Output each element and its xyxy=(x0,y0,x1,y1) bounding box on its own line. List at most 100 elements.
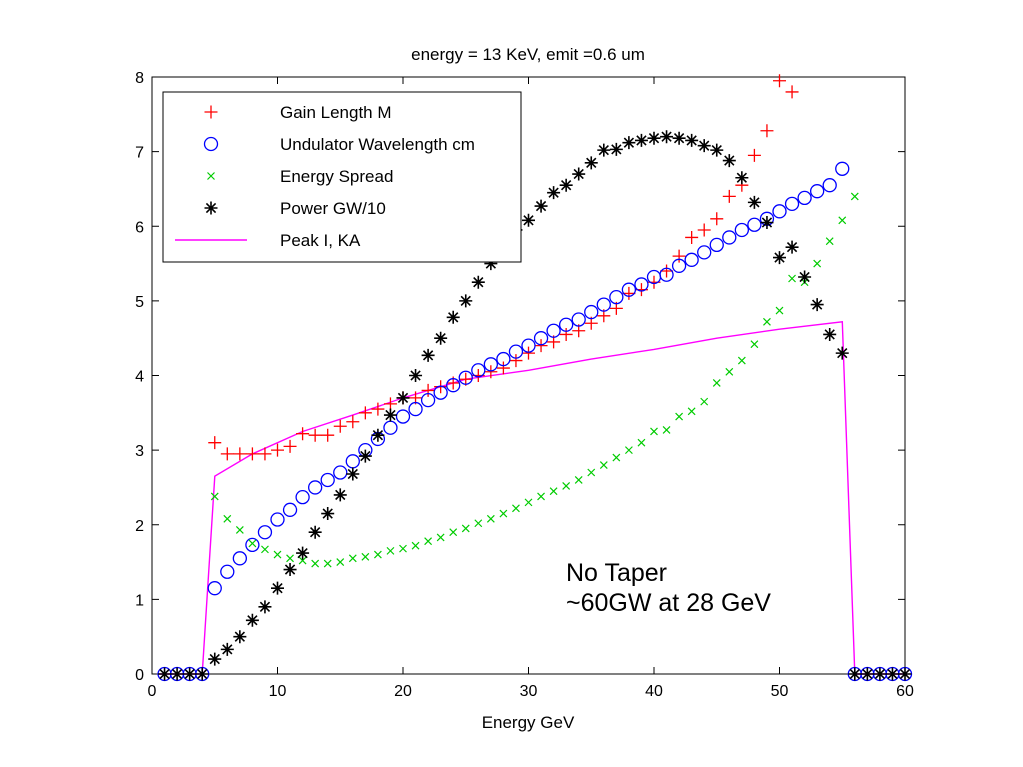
undulator-wavelength-cm-point xyxy=(307,480,323,495)
power-gw-10-point xyxy=(258,600,272,614)
undulator-wavelength-cm-point xyxy=(521,338,536,353)
gain-length-m-point xyxy=(208,436,222,450)
undulator-wavelength-cm-point xyxy=(395,409,411,424)
power-gw-10-point xyxy=(572,167,586,181)
power-gw-10-point xyxy=(622,136,636,150)
power-gw-10-point xyxy=(634,133,648,147)
y-tick-label: 5 xyxy=(135,294,144,311)
y-tick-label: 4 xyxy=(135,369,144,386)
gain-length-m-point xyxy=(233,447,247,461)
energy-spread-point xyxy=(587,468,596,477)
power-gw-10-point xyxy=(434,331,448,345)
energy-spread-point xyxy=(725,367,734,376)
undulator-wavelength-cm-point xyxy=(496,351,511,367)
y-tick-label: 6 xyxy=(135,219,144,236)
power-gw-10-point xyxy=(333,488,347,502)
power-gw-10-point xyxy=(885,667,899,681)
power-gw-10-point xyxy=(559,178,573,192)
undulator-wavelength-cm-point xyxy=(609,289,624,305)
legend-entry: Power GW/10 xyxy=(280,199,386,218)
energy-spread-point xyxy=(286,554,294,563)
energy-spread-point xyxy=(537,492,545,501)
legend-marker xyxy=(207,172,215,180)
power-gw-10-point xyxy=(522,213,535,227)
power-gw-10-point xyxy=(584,156,598,170)
gain-length-m-point xyxy=(785,85,799,99)
energy-spread-series xyxy=(210,192,859,568)
energy-spread-point xyxy=(486,514,495,523)
energy-spread-point xyxy=(788,274,796,283)
undulator-wavelength-cm-point xyxy=(257,525,273,540)
undulator-wavelength-cm-point xyxy=(446,378,461,393)
energy-spread-point xyxy=(248,539,257,548)
undulator-wavelength-cm-series xyxy=(157,161,913,682)
undulator-wavelength-cm-point xyxy=(483,357,499,372)
power-gw-10-point xyxy=(158,667,172,681)
legend-entry: Undulator Wavelength cm xyxy=(280,135,475,154)
chart-annotation: No Taper ~60GW at 28 GeV xyxy=(566,558,771,618)
undulator-wavelength-cm-point xyxy=(734,222,749,238)
undulator-wavelength-cm-point xyxy=(810,184,825,199)
power-gw-10-point xyxy=(471,275,485,289)
energy-spread-point xyxy=(775,306,784,315)
gain-length-m-point xyxy=(660,264,674,278)
undulator-wavelength-cm-point xyxy=(722,230,737,245)
power-gw-10-point xyxy=(371,428,385,442)
undulator-wavelength-cm-point xyxy=(822,178,837,193)
energy-spread-point xyxy=(662,426,671,434)
undulator-wavelength-cm-point xyxy=(797,190,812,206)
energy-spread-point xyxy=(386,546,395,555)
power-gw-10-point xyxy=(823,327,837,341)
gain-length-m-point xyxy=(622,286,636,300)
gain-length-m-series xyxy=(208,74,799,461)
undulator-wavelength-cm-point xyxy=(533,331,549,346)
undulator-wavelength-cm-point xyxy=(697,245,712,260)
gain-length-m-point xyxy=(346,415,360,429)
energy-spread-point xyxy=(399,544,407,553)
undulator-wavelength-cm-point xyxy=(420,392,436,408)
energy-spread-point xyxy=(562,482,571,490)
power-gw-10-point xyxy=(860,667,874,681)
energy-spread-point xyxy=(687,407,696,416)
legend-entry: Energy Spread xyxy=(280,167,393,186)
energy-spread-point xyxy=(273,550,282,559)
y-tick-label: 1 xyxy=(135,592,144,609)
gain-length-m-point xyxy=(484,365,498,379)
undulator-wavelength-cm-point xyxy=(634,277,649,292)
legend-entry: Gain Length M xyxy=(280,103,392,122)
power-gw-10-point xyxy=(873,667,887,681)
power-gw-10-point xyxy=(396,391,410,405)
power-gw-10-point xyxy=(672,131,686,145)
gain-length-m-point xyxy=(245,447,259,461)
energy-spread-point xyxy=(763,317,771,326)
energy-spread-point xyxy=(235,526,244,534)
power-gw-10-point xyxy=(170,667,184,681)
undulator-wavelength-cm-point xyxy=(772,204,787,219)
energy-spread-point xyxy=(637,438,646,447)
power-gw-10-point xyxy=(785,240,799,254)
undulator-wavelength-cm-point xyxy=(508,344,524,359)
x-tick-label: 0 xyxy=(148,683,157,700)
gain-length-m-point xyxy=(760,124,774,138)
energy-spread-point xyxy=(650,427,658,436)
power-gw-10-point xyxy=(547,186,561,200)
power-gw-10-point xyxy=(685,133,699,147)
energy-spread-point xyxy=(373,550,382,559)
undulator-wavelength-cm-point xyxy=(671,258,687,273)
legend-box xyxy=(162,91,522,263)
power-gw-10-point xyxy=(358,449,372,463)
energy-spread-point xyxy=(210,492,219,501)
undulator-wavelength-cm-point xyxy=(270,512,285,527)
x-tick-label: 20 xyxy=(394,683,412,700)
power-gw-10-point xyxy=(710,143,724,157)
energy-spread-point xyxy=(261,545,269,554)
energy-spread-point xyxy=(624,446,633,455)
legend-marker xyxy=(203,136,219,152)
power-gw-10-point xyxy=(810,298,824,312)
undulator-wavelength-cm-point xyxy=(458,370,473,385)
x-tick-label: 60 xyxy=(896,683,914,700)
peak-i-ka-line xyxy=(158,321,905,675)
power-gw-10-point xyxy=(735,171,749,185)
undulator-wavelength-cm-point xyxy=(207,581,222,596)
